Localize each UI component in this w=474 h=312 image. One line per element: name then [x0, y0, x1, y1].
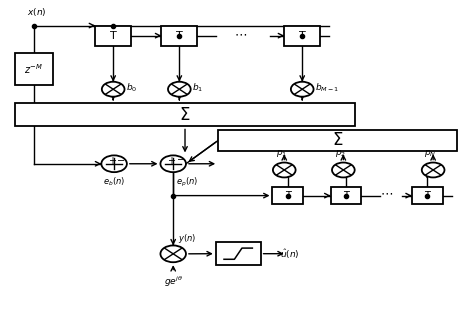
Text: $b_1$: $b_1$: [192, 81, 203, 94]
Circle shape: [160, 246, 186, 262]
Text: $b_0$: $b_0$: [126, 81, 137, 94]
Circle shape: [291, 82, 314, 97]
Text: $\Sigma$: $\Sigma$: [179, 106, 191, 124]
Bar: [412, 187, 443, 204]
Bar: [161, 26, 197, 46]
Text: $p_N$: $p_N$: [424, 148, 437, 159]
Text: T: T: [109, 31, 116, 41]
Text: $p_2$: $p_2$: [335, 148, 346, 159]
Bar: [15, 53, 53, 85]
Text: +: +: [167, 156, 175, 166]
Text: $-$: $-$: [176, 153, 185, 163]
Circle shape: [102, 82, 125, 97]
Circle shape: [332, 163, 355, 178]
Text: T: T: [299, 31, 305, 41]
Text: $x(n)$: $x(n)$: [27, 6, 46, 18]
Bar: [273, 187, 303, 204]
Text: $ge^{j\theta}$: $ge^{j\theta}$: [164, 275, 183, 289]
Text: $y(n)$: $y(n)$: [178, 232, 196, 245]
Text: $\hat{u}(n)$: $\hat{u}(n)$: [280, 247, 300, 261]
Text: T: T: [176, 31, 182, 41]
Text: +: +: [108, 156, 116, 166]
Text: $\Sigma$: $\Sigma$: [332, 131, 343, 149]
Text: $z^{-M}$: $z^{-M}$: [24, 62, 43, 76]
Bar: [95, 26, 131, 46]
Circle shape: [273, 163, 296, 178]
Text: $p_1$: $p_1$: [276, 148, 287, 159]
Bar: [15, 103, 355, 126]
Text: $-$: $-$: [116, 154, 125, 164]
Text: $e_p(n)$: $e_p(n)$: [175, 176, 198, 189]
Text: $b_{M-1}$: $b_{M-1}$: [315, 81, 339, 94]
Text: $\cdots$: $\cdots$: [380, 186, 393, 199]
Text: T: T: [343, 191, 349, 201]
Circle shape: [422, 163, 445, 178]
Circle shape: [168, 82, 191, 97]
Circle shape: [160, 155, 186, 172]
Text: $e_b(n)$: $e_b(n)$: [103, 176, 125, 188]
Bar: [330, 187, 361, 204]
Text: $\cdots$: $\cdots$: [234, 27, 247, 40]
Bar: [218, 129, 457, 151]
Circle shape: [101, 155, 127, 172]
Bar: [284, 26, 319, 46]
Bar: [216, 242, 261, 265]
Text: T: T: [424, 191, 430, 201]
Text: T: T: [285, 191, 291, 201]
